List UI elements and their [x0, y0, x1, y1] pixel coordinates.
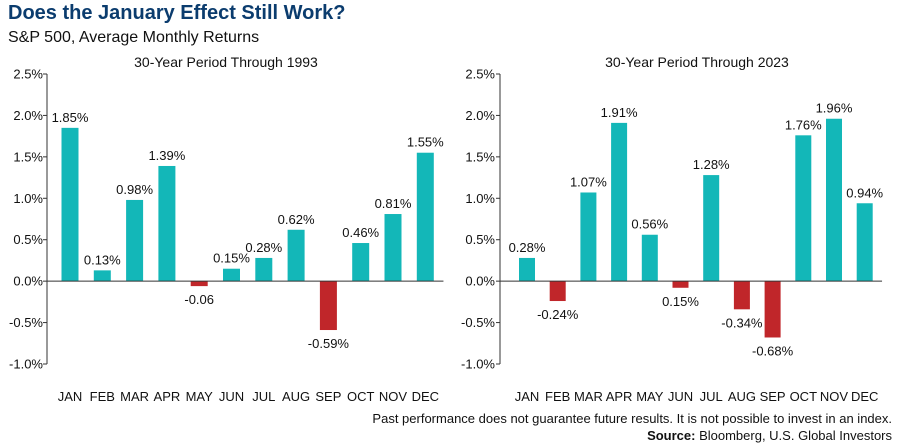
x-category-label: JAN: [515, 389, 540, 404]
data-label: 0.28%: [245, 240, 282, 255]
x-category-label: APR: [154, 389, 181, 404]
chart-title: 30-Year Period Through 2023: [605, 54, 789, 70]
data-label: -0.06: [184, 292, 214, 307]
y-tick-label: 0.0%: [13, 274, 43, 289]
chart-1993: 30-Year Period Through 1993 2.5% 2.0% 1.5% 1…: [9, 54, 444, 404]
source-line: Source: Bloomberg, U.S. Global Investors: [647, 428, 892, 443]
x-category-label: OCT: [347, 389, 375, 404]
x-category-label: JUN: [668, 389, 693, 404]
bar-feb: [93, 270, 111, 282]
y-tick-label: 1.5%: [465, 149, 495, 164]
bar-aug: [287, 229, 305, 282]
data-label: 0.15%: [662, 294, 699, 309]
data-label: 0.13%: [84, 252, 121, 267]
x-category-label: NOV: [379, 389, 408, 404]
y-tick-label: 0.5%: [465, 232, 495, 247]
bar-jan: [519, 257, 535, 282]
bar-jun: [672, 281, 689, 288]
x-category-label: JUL: [700, 389, 723, 404]
bar-apr: [611, 122, 628, 282]
x-category-label: FEB: [545, 389, 570, 404]
chart-title: 30-Year Period Through 1993: [134, 54, 318, 70]
x-category-label: SEP: [760, 389, 786, 404]
x-category-label: MAR: [120, 389, 149, 404]
y-tick-label: -1.0%: [461, 357, 495, 372]
data-label: 1.91%: [601, 105, 638, 120]
data-label: 0.28%: [509, 240, 546, 255]
bar-jul: [703, 175, 720, 282]
data-label: 0.46%: [342, 225, 379, 240]
y-tick-label: 1.0%: [465, 191, 495, 206]
y-tick-label: -0.5%: [461, 315, 495, 330]
bar-apr: [158, 165, 176, 282]
bar-may: [641, 234, 658, 282]
data-label: 0.56%: [631, 217, 668, 232]
page-title: Does the January Effect Still Work?: [8, 2, 346, 24]
chart-2023: 30-Year Period Through 2023 2.5% 2.0% 1.5% 1…: [461, 54, 884, 404]
y-tick-label: -1.0%: [9, 357, 43, 372]
y-tick-label: 1.0%: [13, 191, 43, 206]
bar-nov: [384, 214, 402, 282]
bar-sep: [319, 281, 337, 331]
x-category-label: MAY: [186, 389, 214, 404]
y-tick-label: 2.5%: [465, 67, 495, 82]
y-tick-label: 0.5%: [13, 232, 43, 247]
x-category-label: FEB: [90, 389, 115, 404]
bar-oct: [352, 243, 370, 282]
x-category-label: MAY: [636, 389, 664, 404]
bar-jan: [61, 127, 79, 282]
data-label: 1.76%: [785, 117, 822, 132]
bar-feb: [549, 281, 566, 302]
source-text: Bloomberg, U.S. Global Investors: [695, 428, 892, 443]
x-category-label: NOV: [820, 389, 849, 404]
data-label: -0.34%: [721, 315, 763, 330]
data-label: 1.28%: [693, 157, 730, 172]
bar-oct: [795, 135, 812, 282]
data-label: 0.94%: [846, 185, 883, 200]
x-category-label: JUN: [219, 389, 244, 404]
source-label: Source:: [647, 428, 696, 443]
x-category-label: DEC: [412, 389, 439, 404]
page-subtitle: S&P 500, Average Monthly Returns: [8, 29, 260, 46]
data-label: 1.07%: [570, 174, 607, 189]
y-tick-label: 2.5%: [13, 67, 43, 82]
bar-jun: [223, 268, 240, 282]
x-category-label: MAR: [574, 389, 603, 404]
x-category-label: OCT: [790, 389, 818, 404]
bar-mar: [126, 199, 144, 282]
bar-aug: [733, 281, 750, 310]
data-label: -0.24%: [537, 307, 579, 322]
x-category-label: JAN: [58, 389, 83, 404]
data-label: 1.55%: [407, 135, 444, 150]
bar-nov: [826, 118, 842, 282]
x-category-label: JUL: [252, 389, 275, 404]
y-tick-label: -0.5%: [9, 315, 43, 330]
x-category-label: APR: [606, 389, 633, 404]
bar-mar: [580, 192, 597, 282]
x-category-label: AUG: [282, 389, 310, 404]
data-label: 0.62%: [278, 212, 315, 227]
x-category-label: SEP: [315, 389, 341, 404]
bar-dec: [416, 152, 434, 282]
x-category-label: AUG: [728, 389, 756, 404]
disclaimer-text: Past performance does not guarantee futu…: [372, 411, 892, 426]
data-label: 0.81%: [375, 196, 412, 211]
y-tick-label: 2.0%: [13, 108, 43, 123]
y-tick-label: 1.5%: [13, 149, 43, 164]
data-label: 1.96%: [816, 101, 853, 116]
x-category-label: DEC: [851, 389, 878, 404]
data-label: -0.59%: [308, 336, 350, 351]
bar-jul: [255, 257, 273, 282]
bar-dec: [856, 203, 873, 282]
data-label: 1.85%: [52, 110, 89, 125]
y-tick-label: 0.0%: [465, 274, 495, 289]
data-label: 0.98%: [116, 182, 153, 197]
bar-may: [190, 281, 208, 287]
data-label: -0.68%: [752, 343, 794, 358]
data-label: 0.15%: [213, 251, 250, 266]
data-label: 1.39%: [148, 148, 185, 163]
bar-sep: [764, 281, 781, 338]
y-tick-label: 2.0%: [465, 108, 495, 123]
